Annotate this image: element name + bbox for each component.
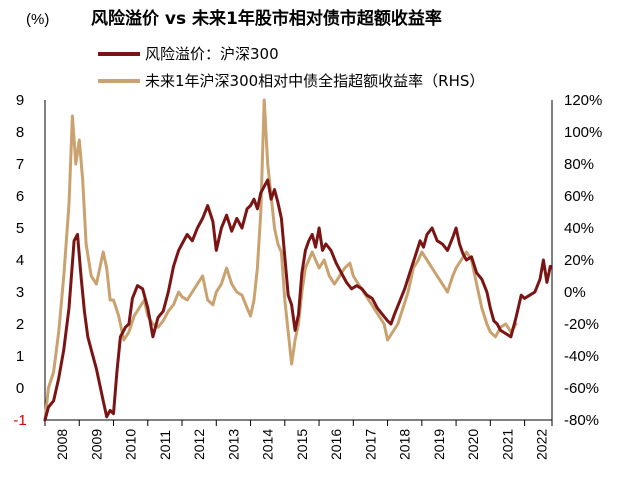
axes	[44, 100, 553, 421]
right-y-tick-label: -40%	[564, 348, 599, 365]
series-line-risk-premium	[43, 178, 552, 422]
right-y-tick-labels: -80% -60% -40% -20% 0% 20% 40% 60% 80% 100% 120%	[564, 92, 602, 429]
left-y-tick-labels: -1 0 1 2 3 4 5 6 7 8 9	[13, 92, 26, 429]
x-tick-label: 2014	[260, 429, 276, 460]
right-y-tick-label: -80%	[564, 412, 599, 429]
series-lines	[43, 98, 552, 422]
left-y-tick-label: 6	[16, 188, 24, 205]
right-y-tick-label: 100%	[564, 124, 602, 141]
x-tick-label: 2010	[123, 429, 139, 460]
x-tick-label: 2022	[534, 429, 550, 460]
right-y-tick-label: 20%	[564, 252, 594, 269]
legend-label-risk-premium: 风险溢价：沪深300	[145, 45, 279, 63]
left-y-tick-label: 1	[16, 348, 24, 365]
left-axis-unit: (%)	[26, 11, 49, 28]
x-tick-label: 2011	[157, 430, 173, 460]
chart-title: 风险溢价 vs 未来1年股市相对债市超额收益率	[91, 8, 442, 29]
right-y-tick-label: 80%	[564, 156, 594, 173]
x-tick-label: 2009	[88, 429, 104, 460]
left-y-tick-label: 3	[16, 284, 24, 301]
x-tick-label: 2012	[191, 429, 207, 460]
x-ticks	[44, 420, 553, 426]
right-y-tick-label: 0%	[564, 284, 586, 301]
x-tick-label: 2020	[465, 429, 481, 460]
x-tick-label: 2017	[362, 429, 378, 460]
x-tick-label: 2016	[328, 429, 344, 460]
left-y-tick-label: 9	[16, 92, 24, 109]
left-y-tick-label: 0	[16, 380, 24, 397]
x-tick-label: 2019	[431, 429, 447, 460]
right-y-tick-label: -20%	[564, 316, 599, 333]
series-line-excess-return	[43, 98, 518, 422]
right-y-tick-label: 120%	[564, 92, 602, 109]
left-y-tick-label: 4	[16, 252, 24, 269]
left-y-tick-label: 8	[16, 124, 24, 141]
right-y-tick-label: -60%	[564, 380, 599, 397]
legend-label-excess-return: 未来1年沪深300相对中债全指超额收益率（RHS）	[145, 72, 484, 90]
right-y-tick-label: 40%	[564, 220, 594, 237]
legend: 风险溢价：沪深300 未来1年沪深300相对中债全指超额收益率（RHS）	[98, 45, 484, 90]
right-y-tick-label: 60%	[564, 188, 594, 205]
x-tick-labels: 2008 2009 2010 2011 2012 2013 2014 2015 2016 2017…	[54, 429, 550, 460]
x-tick-label: 2018	[397, 429, 413, 460]
left-y-tick-label: -1	[13, 412, 26, 429]
left-y-tick-label: 5	[16, 220, 24, 237]
x-tick-label: 2008	[54, 429, 70, 460]
x-tick-label: 2021	[499, 429, 515, 460]
x-tick-label: 2013	[225, 429, 241, 460]
left-y-tick-label: 7	[16, 156, 24, 173]
left-y-tick-label: 2	[16, 316, 24, 333]
x-tick-label: 2015	[294, 429, 310, 460]
